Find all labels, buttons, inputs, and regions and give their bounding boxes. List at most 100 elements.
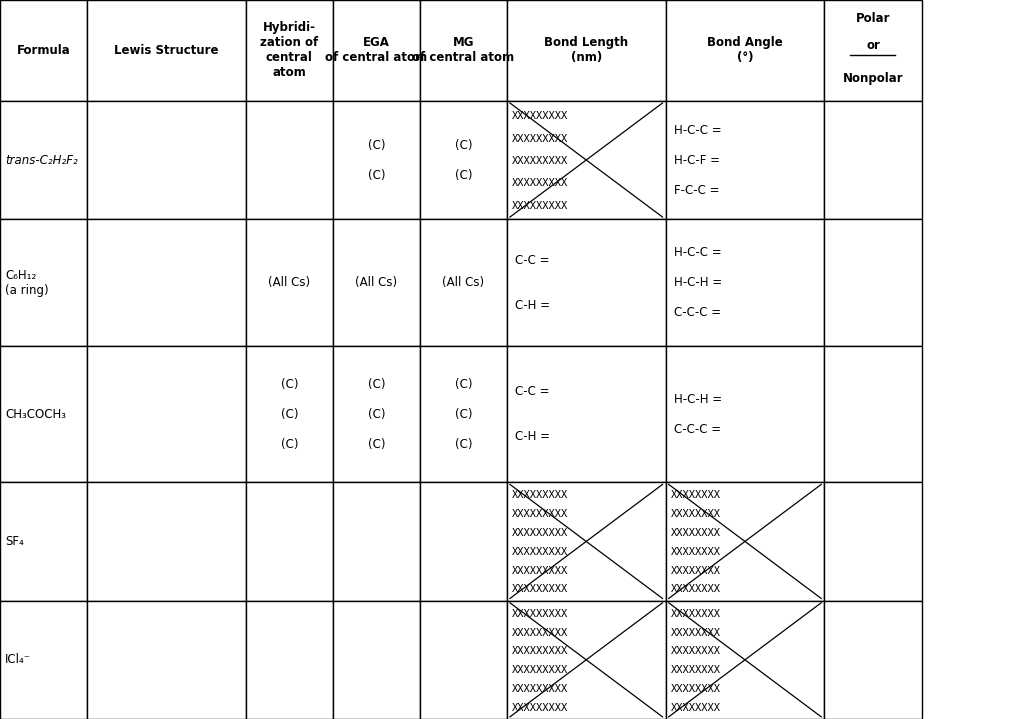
Text: (C)

(C)

(C): (C) (C) (C) — [281, 377, 298, 451]
Bar — [824, 347, 922, 482]
Text: XXXXXXXXX: XXXXXXXXX — [512, 628, 568, 638]
Text: C-C =


C-H =: C-C = C-H = — [515, 254, 550, 312]
Bar — [87, 101, 246, 219]
Text: Bond Length
(nm): Bond Length (nm) — [544, 37, 629, 65]
Text: (C)

(C)

(C): (C) (C) (C) — [368, 377, 385, 451]
Bar — [333, 347, 420, 482]
Text: C₆H₁₂
(a ring): C₆H₁₂ (a ring) — [5, 269, 49, 297]
Text: H-C-C =

H-C-H =

C-C-C =: H-C-C = H-C-H = C-C-C = — [674, 247, 722, 319]
Text: XXXXXXXXX: XXXXXXXXX — [512, 609, 568, 619]
Text: XXXXXXXX: XXXXXXXX — [671, 566, 721, 576]
Text: XXXXXXXXX: XXXXXXXXX — [512, 509, 568, 519]
Bar — [824, 101, 922, 219]
Text: (All Cs): (All Cs) — [268, 276, 310, 289]
Bar — [666, 482, 824, 600]
Text: XXXXXXXXX: XXXXXXXXX — [512, 490, 568, 500]
Text: XXXXXXXX: XXXXXXXX — [671, 509, 721, 519]
Bar — [87, 347, 246, 482]
Bar — [0, 219, 87, 347]
Bar — [420, 347, 507, 482]
Bar — [246, 482, 333, 600]
Text: Nonpolar: Nonpolar — [843, 72, 903, 85]
Bar — [0, 482, 87, 600]
Text: Polar: Polar — [856, 12, 890, 24]
Text: XXXXXXXXX: XXXXXXXXX — [512, 665, 568, 675]
Text: XXXXXXXXX: XXXXXXXXX — [512, 134, 568, 144]
Text: XXXXXXXX: XXXXXXXX — [671, 702, 721, 713]
Bar — [0, 600, 87, 719]
Text: Bond Angle
(°): Bond Angle (°) — [708, 37, 782, 65]
Bar — [333, 219, 420, 347]
Bar — [246, 219, 333, 347]
Bar — [666, 101, 824, 219]
Text: (C)

(C): (C) (C) — [368, 139, 385, 181]
Bar — [507, 482, 666, 600]
Text: (C)

(C)

(C): (C) (C) (C) — [455, 377, 472, 451]
Text: ICl₄⁻: ICl₄⁻ — [5, 654, 31, 667]
Bar — [333, 600, 420, 719]
Text: XXXXXXXXX: XXXXXXXXX — [512, 156, 568, 166]
Text: XXXXXXXXX: XXXXXXXXX — [512, 111, 568, 122]
Bar — [824, 482, 922, 600]
Bar — [333, 101, 420, 219]
Text: XXXXXXXXX: XXXXXXXXX — [512, 585, 568, 595]
Text: XXXXXXXXX: XXXXXXXXX — [512, 684, 568, 694]
Text: C-C =


C-H =: C-C = C-H = — [515, 385, 550, 444]
Text: (C)

(C): (C) (C) — [455, 139, 472, 181]
Bar — [87, 0, 246, 101]
Bar — [824, 0, 922, 101]
Text: XXXXXXXX: XXXXXXXX — [671, 628, 721, 638]
Text: MG
of central atom: MG of central atom — [413, 37, 514, 65]
Text: Lewis Structure: Lewis Structure — [114, 44, 219, 57]
Text: XXXXXXXXX: XXXXXXXXX — [512, 546, 568, 557]
Bar — [246, 101, 333, 219]
Bar — [246, 0, 333, 101]
Text: XXXXXXXX: XXXXXXXX — [671, 490, 721, 500]
Bar — [507, 219, 666, 347]
Bar — [0, 0, 87, 101]
Bar — [0, 347, 87, 482]
Text: EGA
of central atom: EGA of central atom — [326, 37, 427, 65]
Bar — [666, 0, 824, 101]
Text: (All Cs): (All Cs) — [355, 276, 397, 289]
Text: XXXXXXXX: XXXXXXXX — [671, 646, 721, 656]
Text: or: or — [866, 39, 880, 52]
Bar — [666, 219, 824, 347]
Text: XXXXXXXX: XXXXXXXX — [671, 684, 721, 694]
Bar — [420, 600, 507, 719]
Bar — [507, 600, 666, 719]
Text: H-C-H =

C-C-C =: H-C-H = C-C-C = — [674, 393, 722, 436]
Bar — [507, 0, 666, 101]
Text: Formula: Formula — [16, 44, 71, 57]
Text: XXXXXXXXX: XXXXXXXXX — [512, 178, 568, 188]
Text: Hybridi-
zation of
central
atom: Hybridi- zation of central atom — [260, 22, 318, 79]
Bar — [246, 347, 333, 482]
Text: XXXXXXXX: XXXXXXXX — [671, 528, 721, 538]
Bar — [507, 101, 666, 219]
Text: XXXXXXXXX: XXXXXXXXX — [512, 702, 568, 713]
Bar — [420, 219, 507, 347]
Bar — [333, 0, 420, 101]
Bar — [420, 0, 507, 101]
Bar — [824, 600, 922, 719]
Bar — [420, 101, 507, 219]
Bar — [87, 600, 246, 719]
Bar — [824, 219, 922, 347]
Text: SF₄: SF₄ — [5, 535, 24, 548]
Bar — [666, 347, 824, 482]
Text: XXXXXXXX: XXXXXXXX — [671, 609, 721, 619]
Text: XXXXXXXX: XXXXXXXX — [671, 585, 721, 595]
Text: XXXXXXXX: XXXXXXXX — [671, 546, 721, 557]
Text: XXXXXXXXX: XXXXXXXXX — [512, 646, 568, 656]
Bar — [333, 482, 420, 600]
Text: H-C-C =

H-C-F =

F-C-C =: H-C-C = H-C-F = F-C-C = — [674, 124, 722, 196]
Text: (All Cs): (All Cs) — [442, 276, 484, 289]
Text: XXXXXXXX: XXXXXXXX — [671, 665, 721, 675]
Text: CH₃COCH₃: CH₃COCH₃ — [5, 408, 67, 421]
Bar — [0, 101, 87, 219]
Text: XXXXXXXXX: XXXXXXXXX — [512, 201, 568, 211]
Bar — [666, 600, 824, 719]
Bar — [246, 600, 333, 719]
Bar — [87, 482, 246, 600]
Text: XXXXXXXXX: XXXXXXXXX — [512, 528, 568, 538]
